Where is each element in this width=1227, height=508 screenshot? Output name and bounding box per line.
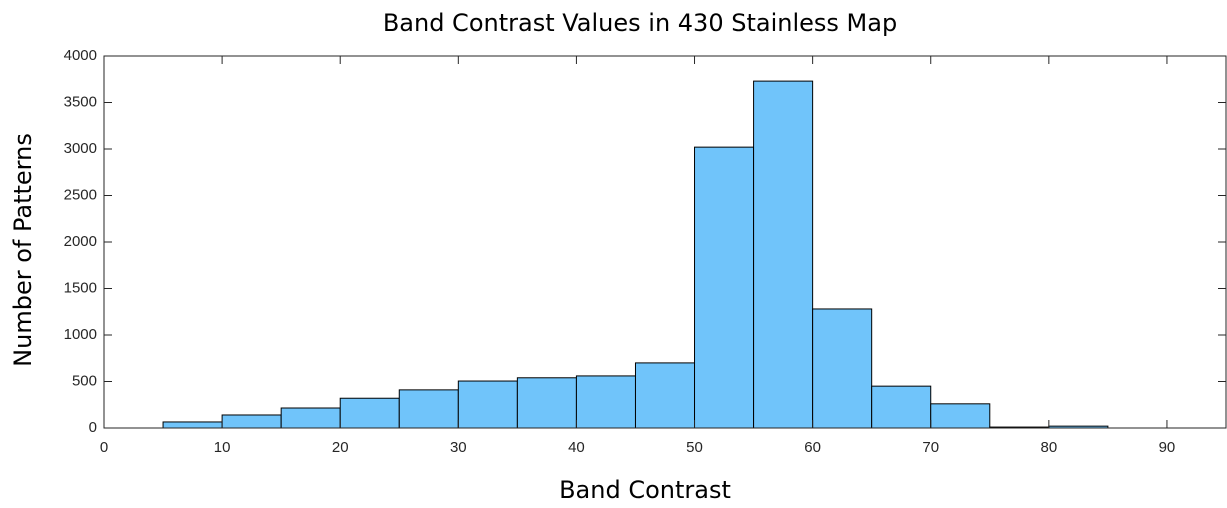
x-tick-label: 40 [568,439,585,456]
bar [339,397,400,429]
x-tick-label: 20 [332,439,349,456]
bar [634,362,696,429]
bar [516,377,577,429]
bar [753,80,814,429]
y-tick-label: 1500 [64,279,97,296]
y-tick-label: 3500 [64,93,97,110]
x-tick-label: 0 [100,439,108,456]
bar [930,403,991,429]
x-tick-label: 30 [450,439,467,456]
bar [694,146,755,429]
x-tick-label: 60 [804,439,821,456]
bar [812,308,873,429]
bar [162,421,223,429]
bar [457,380,518,429]
x-tick-label: 10 [214,439,231,456]
y-tick-label: 500 [72,372,97,389]
y-tick-label: 1000 [64,326,97,343]
bar [280,407,341,429]
y-tick-label: 0 [89,419,97,436]
chart-title: Band Contrast Values in 430 Stainless Ma… [383,9,897,37]
y-tick-label: 3000 [64,140,97,157]
x-axis-label: Band Contrast [559,476,731,504]
x-tick-label: 50 [686,439,703,456]
bar [871,385,932,429]
y-tick-label: 4000 [64,47,97,64]
bar [575,375,636,429]
y-axis-label: Number of Patterns [9,133,37,367]
y-tick-label: 2500 [64,186,97,203]
y-tick-label: 2000 [64,233,97,250]
bar [221,414,282,429]
x-tick-label: 90 [1159,439,1176,456]
bar [398,389,459,429]
x-tick-label: 80 [1040,439,1057,456]
x-tick-label: 70 [922,439,939,456]
